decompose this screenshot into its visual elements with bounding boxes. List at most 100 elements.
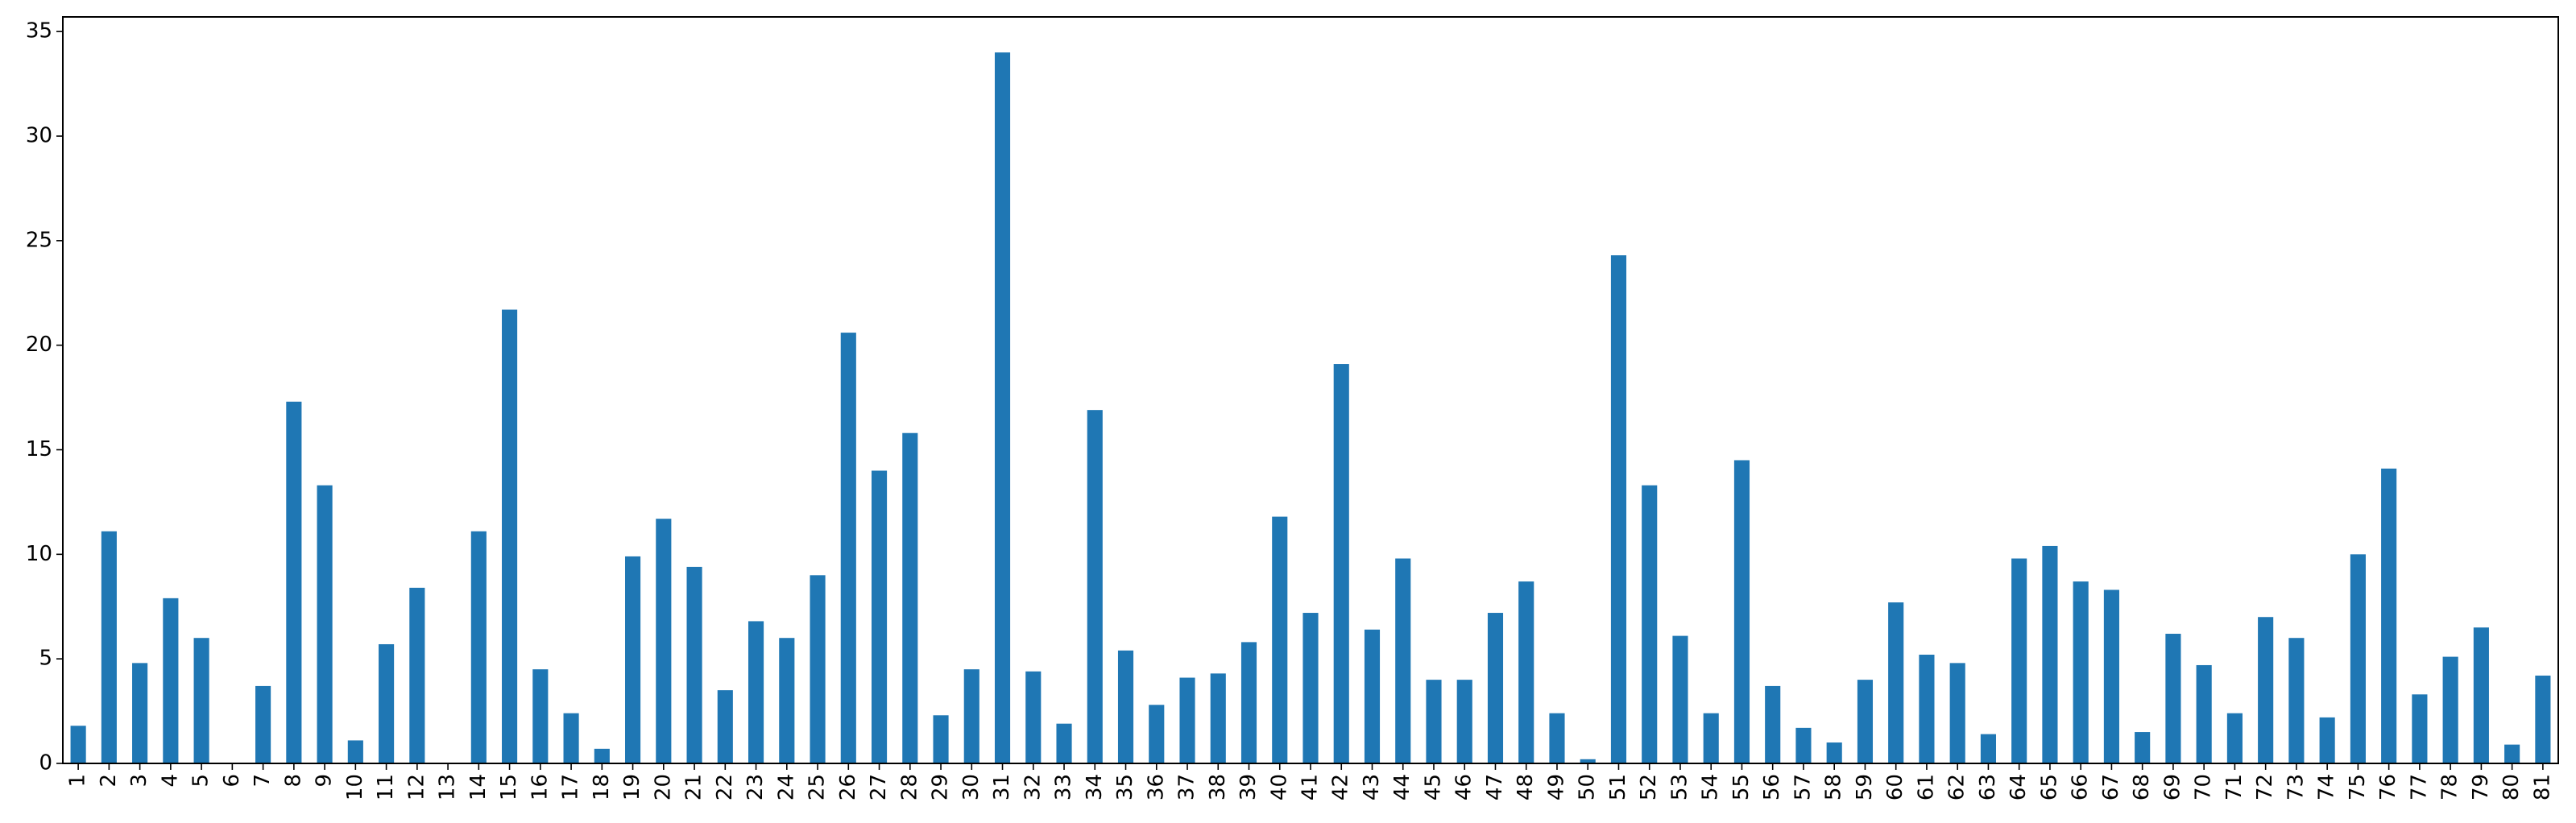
x-axis: 1 2 3 4 5 6 7 8 9 10 11 12 13 14 15 16 17 18 19 20 21 22 23 24 2…	[66, 763, 2554, 800]
bar-24	[779, 638, 795, 763]
bar-21	[686, 566, 702, 763]
x-tick-label: 77	[2407, 774, 2431, 800]
bar-74	[2319, 717, 2335, 763]
bar-50	[1580, 759, 1596, 763]
x-tick-label: 32	[1021, 774, 1045, 800]
bar-26	[840, 333, 856, 764]
bar-43	[1364, 629, 1381, 763]
x-tick-label: 21	[682, 774, 706, 800]
bar-27	[871, 470, 888, 763]
x-tick-label: 69	[2160, 774, 2185, 800]
bar-1	[70, 726, 86, 763]
bar-22	[717, 690, 733, 763]
bar-19	[625, 556, 641, 763]
x-tick-label: 71	[2222, 774, 2247, 800]
bar-81	[2535, 675, 2551, 763]
x-tick-label: 1	[66, 774, 90, 788]
x-tick-label: 23	[743, 774, 768, 800]
plot-frame	[62, 16, 2559, 764]
x-tick-label: 55	[1729, 774, 1754, 800]
bar-65	[2042, 545, 2058, 763]
x-tick-label: 37	[1175, 774, 1199, 800]
bar-31	[994, 52, 1011, 763]
bar-73	[2288, 638, 2305, 763]
bar-34	[1087, 410, 1103, 763]
bar-14	[470, 531, 487, 763]
x-tick-label: 4	[158, 774, 182, 788]
bar-11	[379, 643, 395, 763]
x-tick-label: 39	[1236, 774, 1261, 800]
x-tick-label: 20	[651, 774, 675, 800]
x-tick-label: 11	[374, 774, 398, 800]
x-tick-label: 78	[2438, 774, 2462, 800]
x-tick-label: 62	[1945, 774, 1969, 800]
x-tick-label: 30	[959, 774, 984, 800]
bar-78	[2442, 656, 2458, 763]
x-tick-label: 56	[1760, 774, 1784, 800]
x-tick-label: 15	[497, 774, 521, 800]
bar-12	[409, 587, 425, 763]
bar-47	[1487, 613, 1504, 763]
x-tick-label: 26	[836, 774, 860, 800]
bar-28	[902, 432, 918, 763]
bar-2	[101, 531, 117, 763]
bar-68	[2135, 732, 2151, 763]
bar-3	[132, 663, 148, 763]
bar-58	[1826, 742, 1842, 763]
x-tick-label: 34	[1083, 774, 1107, 800]
y-tick-label: 5	[39, 647, 52, 671]
bar-52	[1642, 485, 1658, 763]
bar-67	[2103, 589, 2119, 763]
x-tick-label: 8	[281, 774, 305, 788]
bar-30	[963, 669, 979, 763]
x-tick-label: 3	[127, 774, 151, 788]
x-tick-label: 79	[2469, 774, 2493, 800]
bar-51	[1610, 255, 1627, 763]
y-tick-label: 25	[26, 228, 52, 252]
bar-18	[594, 748, 610, 763]
bar-46	[1456, 680, 1472, 763]
y-tick-label: 20	[26, 333, 52, 357]
x-tick-label: 5	[189, 774, 213, 788]
bar-10	[347, 740, 363, 763]
x-tick-label: 47	[1483, 774, 1507, 800]
x-tick-label: 43	[1360, 774, 1384, 800]
x-tick-label: 17	[559, 774, 583, 800]
x-tick-label: 36	[1144, 774, 1168, 800]
x-tick-label: 61	[1914, 774, 1938, 800]
x-tick-label: 80	[2499, 774, 2524, 800]
x-tick-label: 57	[1791, 774, 1815, 800]
y-tick-label: 30	[26, 124, 52, 148]
bar-61	[1919, 654, 1935, 763]
x-tick-label: 28	[897, 774, 921, 800]
bar-8	[286, 401, 302, 763]
bar-group	[70, 52, 2551, 764]
x-tick-label: 9	[313, 774, 337, 788]
bar-59	[1857, 680, 1874, 763]
x-tick-label: 22	[713, 774, 737, 800]
x-tick-label: 73	[2284, 774, 2308, 800]
bar-80	[2504, 744, 2520, 763]
bar-48	[1518, 581, 1534, 763]
bar-71	[2226, 713, 2243, 763]
bar-64	[2011, 558, 2027, 763]
bar-29	[933, 715, 949, 763]
bar-75	[2350, 554, 2366, 763]
bar-38	[1210, 673, 1226, 763]
bar-70	[2196, 664, 2212, 763]
x-tick-label: 12	[404, 774, 429, 800]
bar-49	[1549, 713, 1565, 763]
x-tick-label: 14	[466, 774, 491, 800]
x-tick-label: 6	[220, 774, 244, 788]
bar-57	[1795, 727, 1812, 763]
x-tick-label: 44	[1390, 774, 1414, 800]
x-tick-label: 52	[1637, 774, 1661, 800]
bar-17	[563, 713, 579, 763]
y-tick-label: 0	[39, 751, 52, 775]
bar-62	[1949, 663, 1965, 763]
bar-53	[1672, 635, 1688, 763]
x-tick-label: 25	[806, 774, 830, 800]
x-tick-label: 19	[620, 774, 644, 800]
x-tick-label: 2	[97, 774, 121, 788]
